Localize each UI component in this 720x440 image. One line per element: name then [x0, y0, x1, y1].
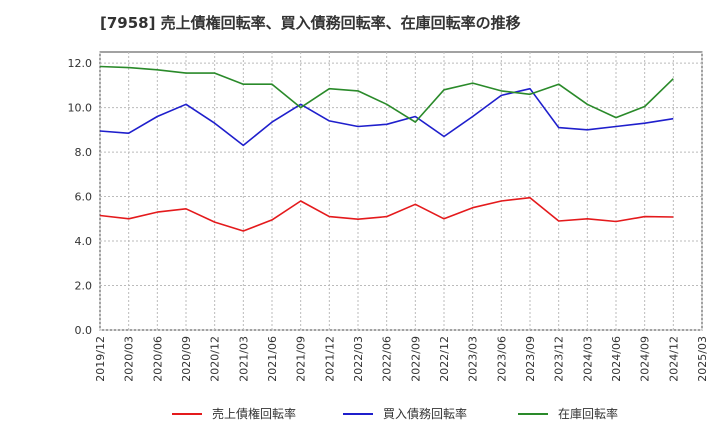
series-line-2 [99, 87, 674, 147]
x-tick-label: 2021/06 [266, 336, 279, 382]
x-tick-label: 2020/06 [151, 336, 164, 382]
x-tick-label: 2023/09 [524, 336, 537, 382]
x-tick-label: 2020/12 [209, 336, 222, 382]
chart-title: [7958] 売上債権回転率、買入債務回転率、在庫回転率の推移 [100, 14, 521, 32]
x-tick-label: 2020/03 [123, 336, 136, 382]
y-tick-label: 10.0 [68, 102, 93, 115]
x-tick-label: 2025/03 [696, 336, 709, 382]
x-tick-label: 2022/12 [438, 336, 451, 382]
legend-label-2: 買入債務回転率 [383, 406, 467, 421]
series-line-1 [99, 196, 674, 232]
plot-frame [99, 51, 703, 331]
x-tick-label: 2022/09 [409, 336, 422, 382]
x-tick-label: 2021/09 [295, 336, 308, 382]
legend-label-3: 在庫回転率 [558, 406, 618, 421]
x-tick-label: 2024/03 [581, 336, 594, 382]
y-tick-label: 8.0 [75, 146, 93, 159]
x-tick-label: 2021/12 [323, 336, 336, 382]
x-tick-label: 2023/06 [495, 336, 508, 382]
y-tick-label: 4.0 [75, 235, 93, 248]
y-tick-label: 0.0 [75, 324, 93, 337]
x-tick-label: 2023/03 [467, 336, 480, 382]
legend-label-1: 売上債権回転率 [212, 406, 296, 421]
series-line-3 [99, 65, 674, 123]
y-tick-label: 12.0 [68, 57, 93, 70]
x-tick-label: 2024/06 [610, 336, 623, 382]
y-tick-label: 6.0 [75, 191, 93, 204]
x-tick-label: 2021/03 [237, 336, 250, 382]
x-tick-label: 2022/06 [381, 336, 394, 382]
x-tick-label: 2024/09 [639, 336, 652, 382]
x-tick-label: 2023/12 [553, 336, 566, 382]
x-tick-label: 2020/09 [180, 336, 193, 382]
x-tick-label: 2019/12 [94, 336, 107, 382]
y-tick-label: 2.0 [75, 280, 93, 293]
x-tick-label: 2022/03 [352, 336, 365, 382]
x-tick-label: 2024/12 [667, 336, 680, 382]
